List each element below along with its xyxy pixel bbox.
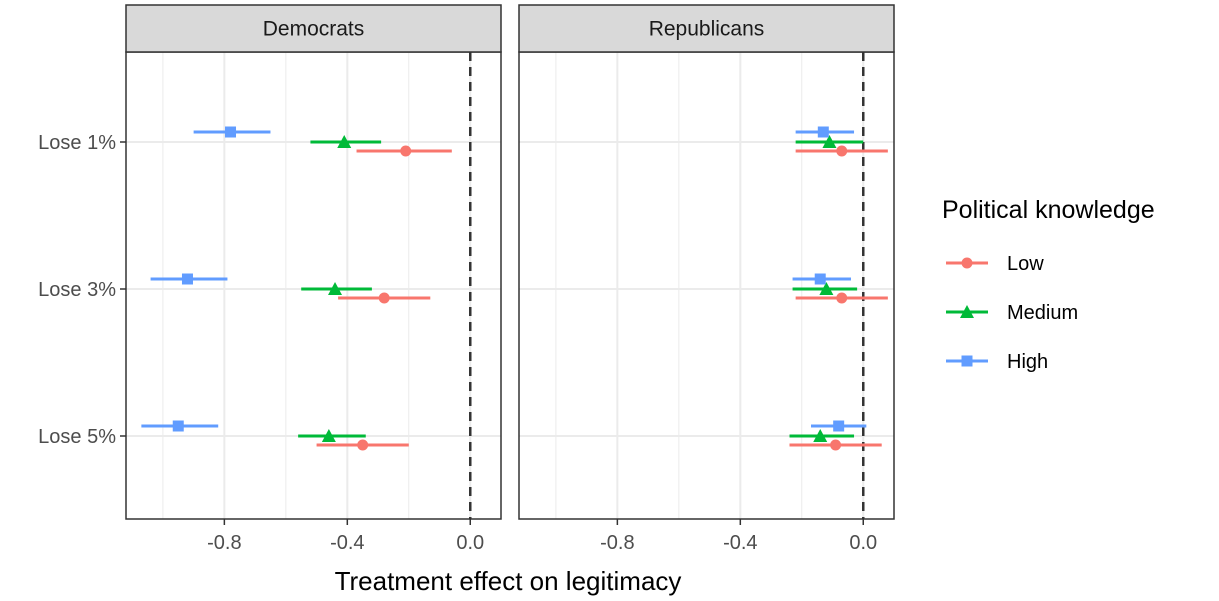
x-axis-title: Treatment effect on legitimacy xyxy=(335,566,682,596)
panel-background xyxy=(519,52,894,519)
point-medium xyxy=(813,429,828,442)
x-tick-label: -0.8 xyxy=(600,532,634,554)
legend-key-marker-low xyxy=(961,257,973,269)
legend-key-marker-medium xyxy=(960,305,974,318)
y-tick-label: Lose 5% xyxy=(38,426,116,448)
y-axis-labels: Lose 1% Lose 3% Lose 5% xyxy=(38,132,126,448)
point-high xyxy=(172,420,184,432)
legend: Political knowledge Low Medium High xyxy=(942,196,1155,373)
point-low xyxy=(400,145,412,157)
point-medium xyxy=(819,282,834,295)
point-high xyxy=(181,273,193,285)
facet-strip xyxy=(518,4,895,53)
x-tick-label: -0.4 xyxy=(723,532,757,554)
panel-republicans: Republicans -0.8 -0.4 0.0 xyxy=(518,4,895,554)
x-tick-label: 0.0 xyxy=(849,532,877,554)
point-medium xyxy=(822,135,837,148)
facet-panels: Democrats -0.8 -0.4 0.0 Republicans -0.8 -0.4 0… xyxy=(125,4,895,554)
point-medium xyxy=(321,429,336,442)
legend-label-medium: Medium xyxy=(1007,302,1078,324)
point-medium xyxy=(337,135,352,148)
point-low xyxy=(836,145,848,157)
point-medium xyxy=(328,282,343,295)
x-tick-label: -0.4 xyxy=(330,532,364,554)
legend-key-marker-high xyxy=(961,355,973,367)
point-high xyxy=(817,126,829,138)
y-tick-label: Lose 1% xyxy=(38,132,116,154)
panel-background xyxy=(126,52,501,519)
facet-strip-label: Republicans xyxy=(649,18,765,41)
y-tick-label: Lose 3% xyxy=(38,279,116,301)
legend-label-low: Low xyxy=(1007,253,1044,275)
point-low xyxy=(378,292,390,304)
x-tick-label: 0.0 xyxy=(456,532,484,554)
facet-strip-label: Democrats xyxy=(263,18,365,41)
legend-label-high: High xyxy=(1007,351,1048,373)
point-low xyxy=(836,292,848,304)
panel-democrats: Democrats -0.8 -0.4 0.0 xyxy=(125,4,502,554)
facet-strip xyxy=(125,4,502,53)
point-low xyxy=(830,439,842,451)
point-low xyxy=(357,439,369,451)
legend-title: Political knowledge xyxy=(942,196,1155,224)
point-high xyxy=(225,126,237,138)
x-tick-label: -0.8 xyxy=(207,532,241,554)
point-high xyxy=(814,273,826,285)
point-high xyxy=(833,420,845,432)
